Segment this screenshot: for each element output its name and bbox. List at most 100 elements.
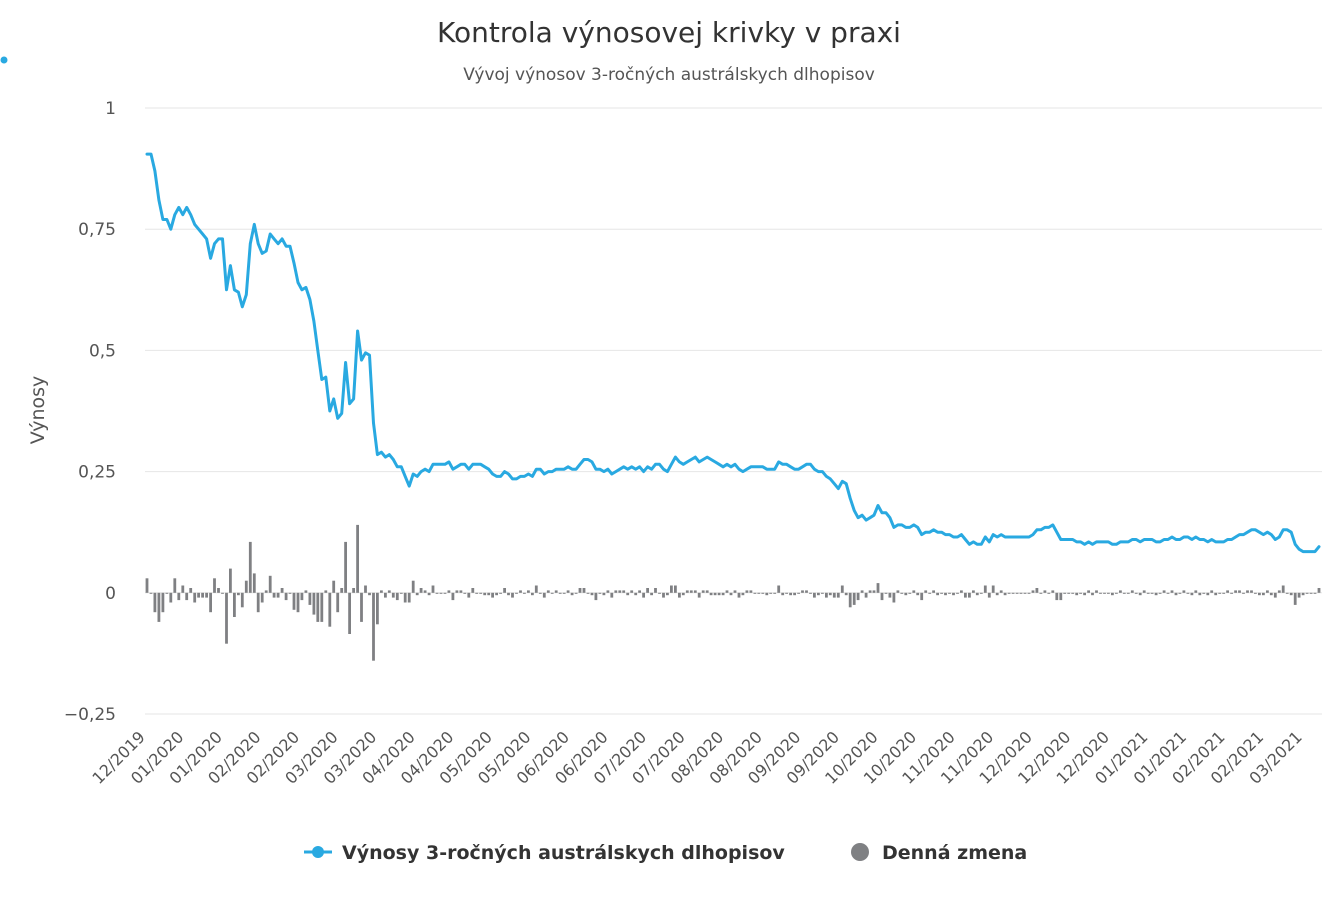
change-bar xyxy=(467,592,471,598)
change-bar xyxy=(324,590,328,593)
change-bar xyxy=(1246,590,1249,593)
change-bar xyxy=(463,592,467,594)
legend-item-yield[interactable]: Výnosy 3-ročných austrálskych dlhopisov xyxy=(304,842,785,864)
change-bar xyxy=(920,592,924,601)
change-bar xyxy=(908,592,912,594)
change-bar xyxy=(447,590,451,593)
change-bar xyxy=(252,573,256,593)
change-bar xyxy=(936,592,939,596)
change-bar xyxy=(320,592,324,622)
y-tick-label: 0,75 xyxy=(78,220,116,240)
change-bar xyxy=(1015,592,1019,594)
change-bar xyxy=(348,592,351,634)
change-bar xyxy=(1182,590,1186,593)
change-bar xyxy=(538,592,542,594)
legend-marker-change xyxy=(851,843,869,861)
change-bar xyxy=(1258,592,1261,596)
change-bar xyxy=(153,592,157,613)
change-bar xyxy=(145,578,149,593)
change-bar xyxy=(586,592,590,594)
change-bar xyxy=(864,592,868,598)
change-bar xyxy=(1055,592,1059,601)
change-bar xyxy=(1146,592,1150,594)
change-bar xyxy=(975,592,979,596)
change-bar xyxy=(1134,592,1138,594)
grid-lines xyxy=(145,107,1322,715)
change-bar xyxy=(952,592,955,596)
change-bar xyxy=(1293,592,1297,605)
change-bar xyxy=(944,592,947,596)
change-bar xyxy=(364,585,367,593)
change-bar xyxy=(221,592,224,594)
change-bar xyxy=(630,590,634,593)
change-bar xyxy=(1071,592,1075,594)
yield-line xyxy=(145,152,1321,554)
change-bar xyxy=(515,592,518,594)
change-bar xyxy=(1269,592,1273,596)
change-bar xyxy=(177,592,181,601)
y-tick-label: 0 xyxy=(105,584,116,604)
change-bar xyxy=(217,588,220,593)
change-bar xyxy=(678,592,681,598)
legend-item-change[interactable]: Denná zmena xyxy=(851,842,1027,864)
daily-change-bars xyxy=(145,524,1321,661)
change-bar xyxy=(1003,592,1007,596)
change-bar xyxy=(1226,590,1229,593)
change-bar xyxy=(276,592,280,598)
change-bar xyxy=(201,592,204,598)
change-bar xyxy=(562,592,566,594)
change-bar xyxy=(165,592,169,594)
change-bar xyxy=(1305,592,1309,594)
change-bar xyxy=(308,592,312,605)
change-bar xyxy=(387,590,391,593)
change-bar xyxy=(419,588,423,593)
change-bar xyxy=(431,585,435,593)
change-bar xyxy=(503,588,506,593)
change-bar xyxy=(225,592,228,644)
change-bar xyxy=(312,592,316,615)
change-bar xyxy=(455,590,459,593)
change-bar xyxy=(1051,590,1055,593)
change-bar xyxy=(968,592,971,598)
change-bar xyxy=(1281,585,1285,593)
change-bar xyxy=(495,592,498,596)
change-bar xyxy=(574,592,578,594)
change-bar xyxy=(1095,590,1098,593)
change-bar xyxy=(626,592,630,596)
change-bar xyxy=(475,592,479,594)
change-bar xyxy=(1273,592,1277,598)
change-bar xyxy=(1087,590,1090,593)
change-bar xyxy=(157,592,161,622)
change-bar xyxy=(1103,592,1106,594)
change-bar xyxy=(836,592,840,598)
change-bar xyxy=(697,592,701,598)
change-bar xyxy=(248,541,252,593)
change-bar xyxy=(451,592,455,601)
chart-subtitle: Vývoj výnosov 3-ročných austrálskych dlh… xyxy=(463,65,875,85)
change-bar xyxy=(487,592,491,596)
menu-dot-icon[interactable] xyxy=(0,56,8,64)
change-bar xyxy=(1313,592,1317,594)
change-bar xyxy=(1122,592,1126,594)
change-bar xyxy=(578,588,582,593)
change-bar xyxy=(296,592,300,613)
change-bar xyxy=(1277,590,1281,593)
change-bar xyxy=(403,592,407,603)
change-bar xyxy=(1119,590,1122,593)
change-bar xyxy=(900,592,904,594)
legend-label-yield: Výnosy 3-ročných austrálskych dlhopisov xyxy=(342,842,785,864)
change-bar xyxy=(725,590,729,593)
change-bar xyxy=(1075,592,1079,596)
change-bar xyxy=(435,592,439,594)
change-bar xyxy=(423,590,427,593)
change-bar xyxy=(1222,592,1226,594)
change-bar xyxy=(391,592,395,598)
legend-label-change: Denná zmena xyxy=(882,842,1027,864)
change-bar xyxy=(666,592,669,596)
change-bar xyxy=(1011,592,1015,594)
change-bar xyxy=(499,592,502,594)
change-bar xyxy=(229,568,232,593)
change-bar xyxy=(233,592,236,617)
change-bar xyxy=(876,583,880,593)
change-bar xyxy=(1262,592,1265,596)
